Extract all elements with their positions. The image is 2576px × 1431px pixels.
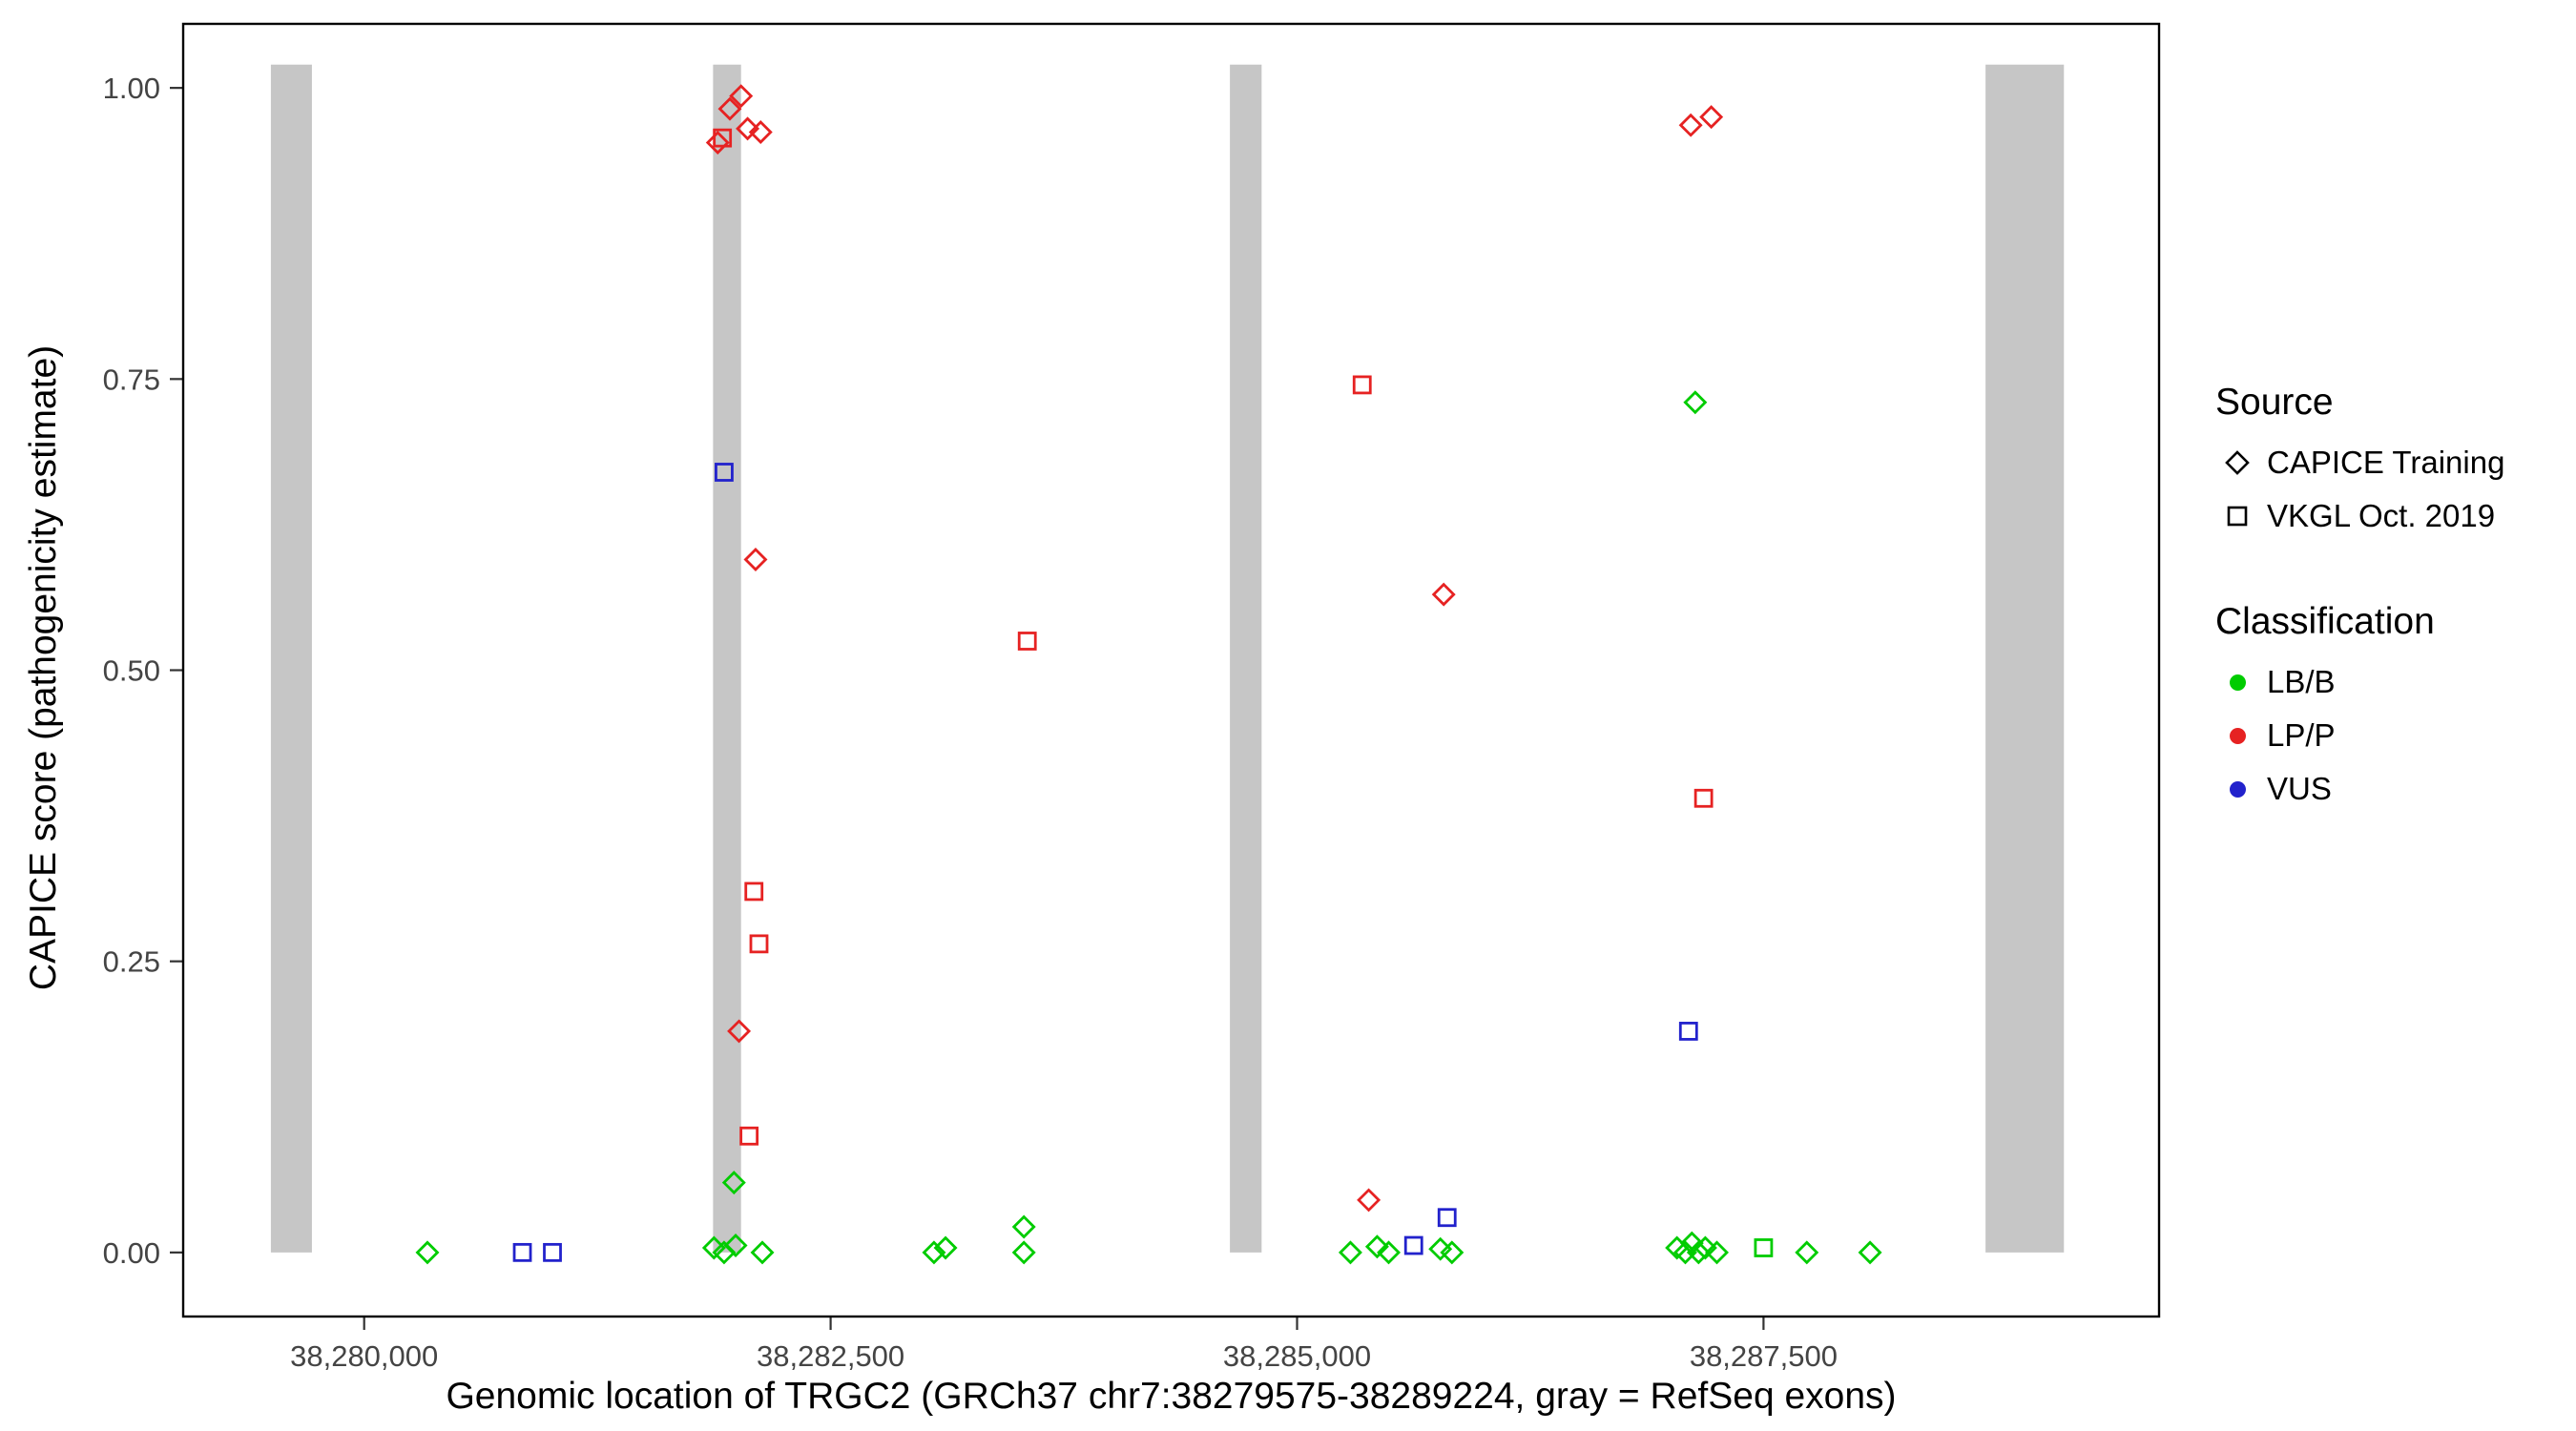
- point-vkgl-oct-2019-lp-p: [1017, 632, 1037, 651]
- point-capice-training-lb-b: [415, 1240, 440, 1265]
- point-capice-training-lp-p: [1678, 113, 1703, 137]
- legend-source-title: Source: [2215, 382, 2334, 423]
- point-vkgl-oct-2019-lp-p: [713, 128, 733, 148]
- point-capice-training-lb-b: [1011, 1240, 1036, 1265]
- point-vkgl-oct-2019-vus: [1437, 1208, 1457, 1228]
- x-tick-label: 38,287,500: [1690, 1339, 1838, 1373]
- point-capice-training-lb-b: [933, 1235, 958, 1260]
- legend-item-label: LB/B: [2267, 664, 2336, 699]
- point-capice-training-lp-p: [729, 84, 754, 109]
- point-capice-training-lb-b: [723, 1234, 748, 1258]
- point-capice-training-lp-p: [1699, 105, 1724, 130]
- point-capice-training-lb-b: [1011, 1214, 1036, 1239]
- point-vkgl-oct-2019-vus: [1403, 1235, 1423, 1255]
- point-capice-training-lb-b: [1377, 1240, 1402, 1265]
- point-vkgl-oct-2019-lp-p: [1693, 788, 1714, 808]
- point-capice-training-lp-p: [727, 1019, 752, 1044]
- legend-item-label: VKGL Oct. 2019: [2267, 498, 2496, 533]
- point-vkgl-oct-2019-lp-p: [1352, 375, 1372, 395]
- legend-item-label: LP/P: [2267, 717, 2336, 753]
- point-capice-training-lb-b: [721, 1171, 746, 1195]
- point-capice-training-lp-p: [1357, 1188, 1381, 1213]
- point-capice-training-lb-b: [1795, 1240, 1819, 1265]
- diamond-icon: [2223, 448, 2252, 477]
- point-capice-training-lp-p: [748, 120, 773, 145]
- point-capice-training-lb-b: [1440, 1240, 1465, 1265]
- point-capice-training-lp-p: [717, 96, 742, 121]
- point-capice-training-lb-b: [1679, 1231, 1704, 1255]
- point-capice-training-lb-b: [750, 1240, 775, 1265]
- point-vkgl-oct-2019-vus: [715, 463, 734, 482]
- legend-item-vkgl: VKGL Oct. 2019: [2215, 498, 2568, 534]
- point-vkgl-oct-2019-lb-b: [1754, 1238, 1774, 1257]
- x-tick-label: 38,282,500: [757, 1339, 904, 1373]
- legend-classification-title: Classification: [2215, 601, 2435, 642]
- point-capice-training-lp-p: [736, 116, 760, 141]
- point-capice-training-lp-p: [705, 131, 730, 155]
- exon-bar: [1230, 64, 1262, 1253]
- x-axis-title: Genomic location of TRGC2 (GRCh37 chr7:3…: [446, 1376, 1897, 1417]
- point-vkgl-oct-2019-vus: [512, 1242, 532, 1262]
- point-capice-training-lb-b: [1683, 390, 1708, 415]
- blue-dot-icon: [2223, 775, 2252, 803]
- point-vkgl-oct-2019-lp-p: [744, 881, 764, 902]
- y-axis-title: CAPICE score (pathogenicity estimate): [23, 344, 64, 991]
- legend-item-capice-training: CAPICE Training: [2215, 445, 2568, 481]
- point-vkgl-oct-2019-vus: [543, 1242, 562, 1262]
- exon-bar: [713, 64, 741, 1253]
- point-capice-training-lp-p: [1431, 582, 1456, 607]
- y-tick-label: 1.00: [103, 72, 160, 105]
- x-tick-label: 38,280,000: [290, 1339, 438, 1373]
- point-capice-training-lb-b: [1686, 1240, 1711, 1265]
- square-icon: [2223, 502, 2252, 530]
- legend-item-label: VUS: [2267, 771, 2332, 806]
- point-capice-training-lb-b: [922, 1240, 946, 1265]
- point-capice-training-lb-b: [1364, 1234, 1389, 1259]
- point-vkgl-oct-2019-vus: [1678, 1022, 1698, 1041]
- legend-item-lbb: LB/B: [2215, 664, 2568, 700]
- legend-item-vus: VUS: [2215, 771, 2568, 807]
- point-vkgl-oct-2019-lp-p: [739, 1126, 759, 1146]
- point-capice-training-lb-b: [1338, 1240, 1362, 1265]
- exon-bar: [1985, 64, 2065, 1253]
- plot-panel-border: [181, 22, 2161, 1318]
- point-capice-training-lb-b: [1705, 1240, 1729, 1265]
- legend: Source CAPICE Training VKGL Oct. 2019 Cl…: [2215, 382, 2568, 824]
- legend-item-lpp: LP/P: [2215, 717, 2568, 754]
- red-dot-icon: [2223, 721, 2252, 750]
- point-capice-training-lp-p: [743, 548, 768, 572]
- point-capice-training-lb-b: [1693, 1235, 1717, 1260]
- point-capice-training-lb-b: [1428, 1236, 1453, 1261]
- y-tick-label: 0.00: [103, 1236, 160, 1270]
- legend-item-label: CAPICE Training: [2267, 445, 2505, 480]
- x-tick-label: 38,285,000: [1223, 1339, 1371, 1373]
- y-tick-label: 0.75: [103, 363, 160, 396]
- exon-bar: [270, 64, 312, 1253]
- green-dot-icon: [2223, 668, 2252, 696]
- point-capice-training-lb-b: [1858, 1240, 1882, 1265]
- point-vkgl-oct-2019-lp-p: [749, 934, 769, 954]
- y-tick-label: 0.25: [103, 945, 160, 979]
- y-tick-label: 0.50: [103, 654, 160, 688]
